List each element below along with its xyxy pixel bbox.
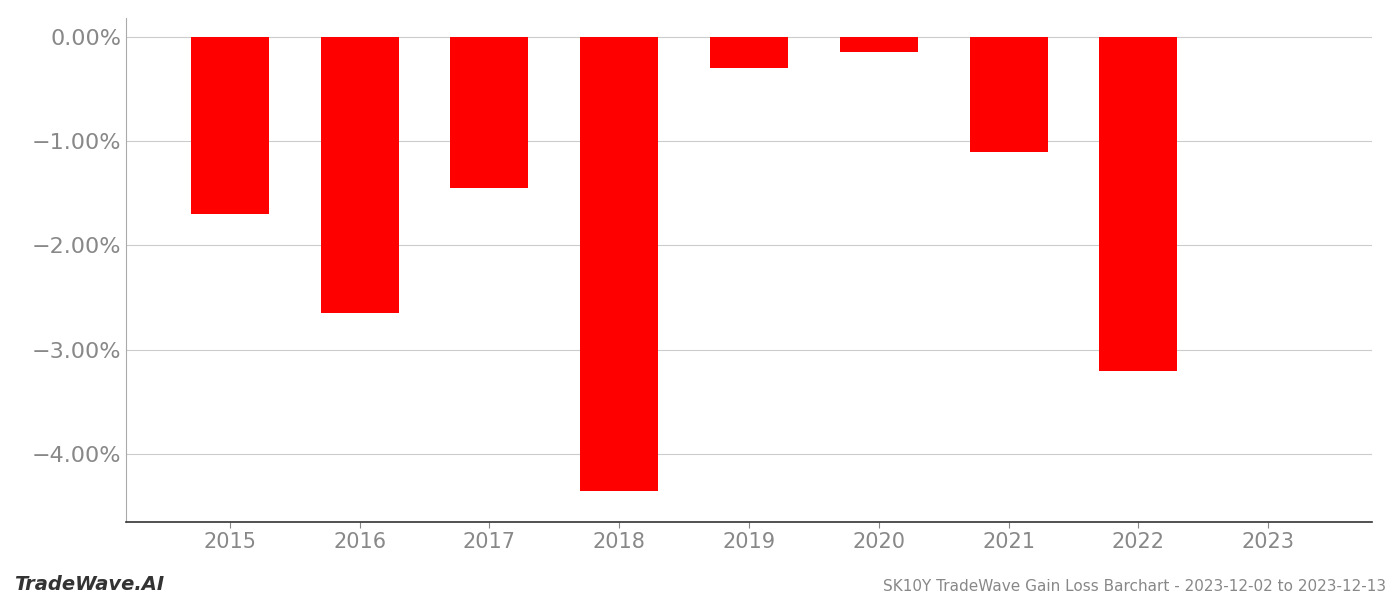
Bar (1099, 37, 1177, 371)
Bar (580, 37, 658, 491)
Bar (970, 37, 1047, 152)
Bar (321, 37, 399, 313)
Bar (190, 37, 269, 214)
Bar (840, 37, 918, 52)
Text: SK10Y TradeWave Gain Loss Barchart - 2023-12-02 to 2023-12-13: SK10Y TradeWave Gain Loss Barchart - 202… (883, 579, 1386, 594)
Bar (451, 37, 528, 188)
Bar (710, 37, 788, 68)
Text: TradeWave.AI: TradeWave.AI (14, 575, 164, 594)
